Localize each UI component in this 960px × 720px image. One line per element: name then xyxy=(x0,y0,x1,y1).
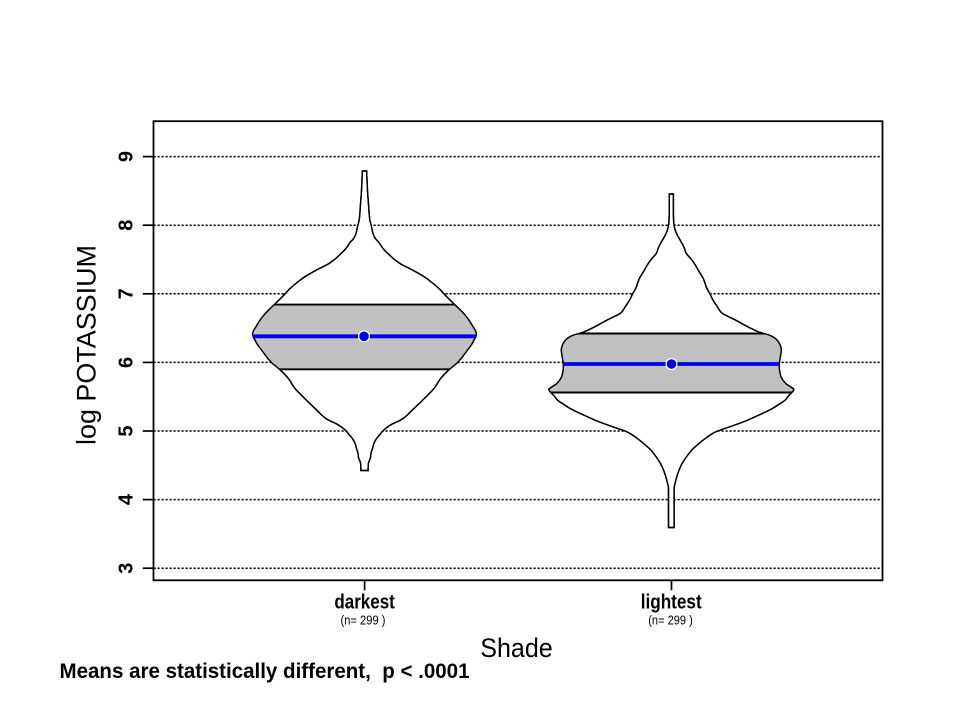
svg-text:7: 7 xyxy=(116,288,138,299)
svg-text:3: 3 xyxy=(116,563,138,574)
svg-text:6: 6 xyxy=(116,357,138,368)
svg-text:5: 5 xyxy=(116,425,138,436)
svg-text:Means are statistically differ: Means are statistically different, p < .… xyxy=(60,659,470,683)
svg-text:darkest: darkest xyxy=(334,590,395,613)
svg-text:(n= 299 ): (n= 299 ) xyxy=(341,614,386,628)
svg-text:9: 9 xyxy=(116,151,138,162)
svg-text:lightest: lightest xyxy=(641,590,702,613)
svg-text:4: 4 xyxy=(116,493,138,505)
svg-text:log POTASSIUM: log POTASSIUM xyxy=(72,245,102,445)
svg-text:(n= 299 ): (n= 299 ) xyxy=(648,614,693,628)
svg-text:Shade: Shade xyxy=(480,633,553,663)
svg-text:8: 8 xyxy=(116,220,138,231)
